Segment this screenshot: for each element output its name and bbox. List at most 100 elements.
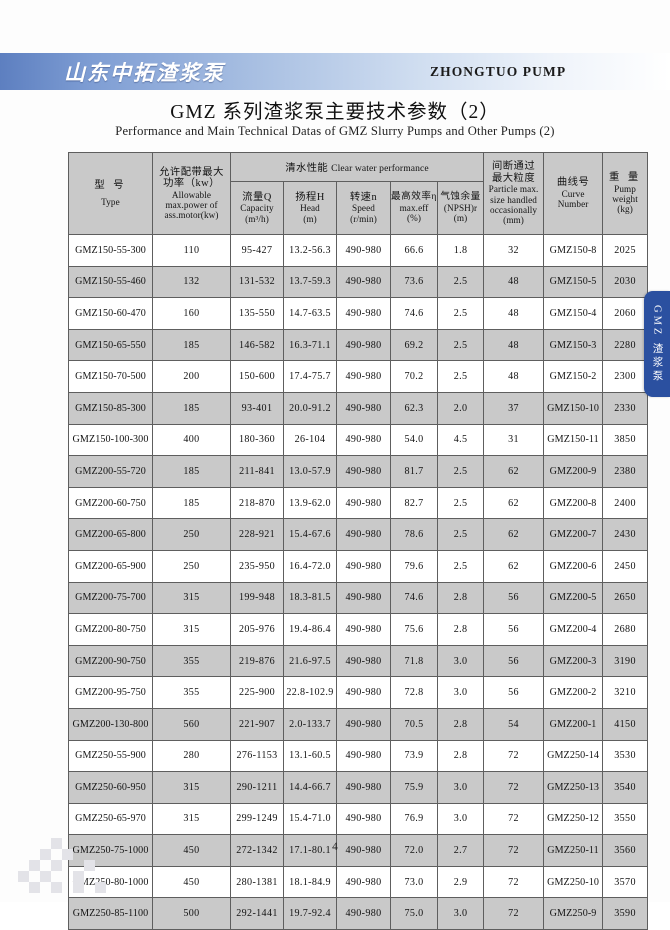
cell-npsh: 2.8 — [436, 613, 485, 646]
cell-curve-number: GMZ250-9 — [543, 897, 604, 930]
cell-power: 110 — [152, 234, 231, 267]
cell-weight: 2380 — [602, 455, 649, 488]
table-row: GMZ200-75-700 315 199-948 18.3-81.5 490-980 7… — [68, 581, 649, 615]
cell-speed: 490-980 — [336, 676, 391, 709]
cell-max-eff: 75.6 — [390, 613, 438, 646]
cell-npsh: 2.5 — [436, 328, 485, 362]
cell-head: 13.9-62.0 — [283, 486, 337, 520]
cell-particle-size: 72 — [483, 897, 545, 930]
cell-capacity: 225-900 — [230, 676, 284, 709]
cell-weight: 2330 — [602, 391, 649, 425]
cell-npsh: 2.5 — [436, 486, 485, 520]
col-header-head: 扬程H Head (m) — [283, 181, 337, 235]
cell-capacity: 221-907 — [230, 707, 284, 741]
cell-type: GMZ200-60-750 — [68, 486, 153, 520]
cell-particle-size: 62 — [483, 455, 545, 488]
cell-head: 16.4-72.0 — [283, 549, 337, 583]
cell-capacity: 299-1249 — [230, 802, 284, 836]
decor-square — [73, 871, 84, 882]
cell-head: 18.3-81.5 — [283, 581, 337, 615]
cell-weight: 2280 — [602, 328, 649, 362]
cell-head: 19.4-86.4 — [283, 613, 337, 646]
table-row: GMZ250-75-1000 450 272-1342 17.1-80.1 490-98… — [68, 834, 649, 867]
cell-head: 26-104 — [283, 423, 337, 457]
side-tab-label: GMZ 渣浆泵 — [651, 304, 663, 384]
cell-type: GMZ200-80-750 — [68, 613, 153, 646]
decor-square — [51, 860, 62, 871]
cell-speed: 490-980 — [336, 297, 391, 330]
cell-weight: 3850 — [602, 423, 649, 457]
col-header-curve-number: 曲线号 Curve Number — [543, 152, 604, 235]
cell-max-eff: 73.9 — [390, 739, 438, 773]
cell-particle-size: 48 — [483, 297, 545, 330]
cell-capacity: 95-427 — [230, 234, 284, 267]
cell-speed: 490-980 — [336, 802, 391, 836]
specs-table-wrapper: 型 号 Type 允许配带最大 功率（kw） Allowable max.pow… — [68, 152, 649, 930]
cell-head: 14.7-63.5 — [283, 297, 337, 330]
cell-particle-size: 32 — [483, 234, 545, 267]
cell-type: GMZ200-65-900 — [68, 549, 153, 583]
col-header-particle-size: 间断通过 最大粒度 Particle max. size handled occ… — [483, 152, 545, 235]
decor-square — [29, 882, 40, 893]
cell-weight: 2450 — [602, 549, 649, 583]
cell-type: GMZ200-95-750 — [68, 676, 153, 709]
cell-head: 13.7-59.3 — [283, 265, 337, 299]
cell-speed: 490-980 — [336, 897, 391, 930]
cell-curve-number: GMZ200-3 — [543, 644, 604, 678]
cell-curve-number: GMZ250-11 — [543, 834, 604, 867]
cell-power: 250 — [152, 549, 231, 583]
cell-capacity: 276-1153 — [230, 739, 284, 773]
cell-max-eff: 72.8 — [390, 676, 438, 709]
cell-npsh: 2.5 — [436, 455, 485, 488]
cell-npsh: 2.8 — [436, 739, 485, 773]
cell-head: 17.4-75.7 — [283, 360, 337, 393]
col-header-npsh: 气蚀余量 (NPSH)r (m) — [436, 181, 485, 235]
decor-square — [18, 871, 29, 882]
col-header-type: 型 号 Type — [68, 152, 153, 235]
page-title-chinese: GMZ 系列渣浆泵主要技术参数（2） — [170, 102, 500, 123]
cell-npsh: 2.8 — [436, 707, 485, 741]
cell-type: GMZ250-60-950 — [68, 771, 153, 804]
table-row: GMZ250-85-1100 500 292-1441 19.7-92.4 490-98… — [68, 897, 649, 930]
cell-max-eff: 82.7 — [390, 486, 438, 520]
cell-curve-number: GMZ150-8 — [543, 234, 604, 267]
cell-npsh: 2.5 — [436, 265, 485, 299]
side-tab-gmz-slurry-pump[interactable]: GMZ 渣浆泵 — [644, 291, 670, 397]
table-row: GMZ200-90-750 355 219-876 21.6-97.5 490-980 7… — [68, 644, 649, 678]
cell-speed: 490-980 — [336, 581, 391, 615]
cell-speed: 490-980 — [336, 360, 391, 393]
cell-head: 18.1-84.9 — [283, 865, 337, 899]
cell-type: GMZ250-55-900 — [68, 739, 153, 773]
cell-npsh: 2.9 — [436, 865, 485, 899]
cell-type: GMZ150-55-300 — [68, 234, 153, 267]
cell-max-eff: 54.0 — [390, 423, 438, 457]
table-row: GMZ150-55-300 110 95-427 13.2-56.3 490-980 66… — [68, 234, 649, 267]
cell-capacity: 211-841 — [230, 455, 284, 488]
document-page: 山东中拓渣浆泵 ZHONGTUO PUMP GMZ 系列渣浆泵主要技术参数（2）… — [0, 53, 670, 930]
cell-max-eff: 71.8 — [390, 644, 438, 678]
cell-head: 21.6-97.5 — [283, 644, 337, 678]
cell-speed: 490-980 — [336, 613, 391, 646]
cell-type: GMZ200-55-720 — [68, 455, 153, 488]
col-header-clear-water-performance: 清水性能 Clear water performance — [229, 152, 485, 182]
table-row: GMZ150-85-300 185 93-401 20.0-91.2 490-980 62… — [68, 391, 649, 425]
cell-capacity: 135-550 — [230, 297, 284, 330]
table-row: GMZ250-80-1000 450 280-1381 18.1-84.9 490-98… — [68, 865, 649, 899]
cell-curve-number: GMZ150-11 — [543, 423, 604, 457]
cell-curve-number: GMZ150-4 — [543, 297, 604, 330]
table-row: GMZ200-130-800 560 221-907 2.0-133.7 490-980… — [68, 707, 649, 741]
cell-max-eff: 74.6 — [390, 581, 438, 615]
cell-speed: 490-980 — [336, 423, 391, 457]
cell-max-eff: 74.6 — [390, 297, 438, 330]
cell-speed: 490-980 — [336, 739, 391, 773]
cell-particle-size: 37 — [483, 391, 545, 425]
cell-npsh: 3.0 — [436, 771, 485, 804]
cell-npsh: 2.7 — [436, 834, 485, 867]
cell-speed: 490-980 — [336, 234, 391, 267]
cell-max-eff: 75.0 — [390, 897, 438, 930]
table-row: GMZ250-60-950 315 290-1211 14.4-66.7 490-980… — [68, 771, 649, 804]
table-body: GMZ150-55-300 110 95-427 13.2-56.3 490-980 66… — [68, 234, 649, 930]
cell-power: 500 — [152, 897, 231, 930]
cell-max-eff: 66.6 — [390, 234, 438, 267]
cell-max-eff: 62.3 — [390, 391, 438, 425]
